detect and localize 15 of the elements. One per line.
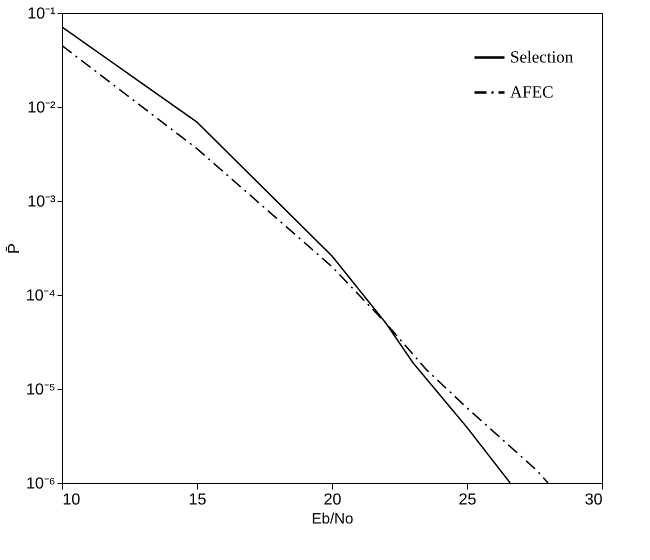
legend-label: AFEC [510, 82, 554, 102]
y-tick-label: 10⁻⁴ [26, 288, 56, 304]
x-tick-label: 15 [188, 492, 206, 508]
x-tick-label: 25 [458, 492, 476, 508]
y-tick-label: 10⁻⁶ [26, 476, 56, 492]
y-tick-label: 10⁻⁵ [26, 382, 56, 398]
y-tick-label: 10⁻¹ [27, 6, 56, 22]
x-tick-label: 20 [324, 492, 342, 508]
y-tick-label: 10⁻³ [27, 194, 56, 210]
legend-label: Selection [510, 48, 574, 66]
y-tick-label: 10⁻² [27, 100, 56, 116]
x-tick-label: 30 [584, 492, 603, 508]
y-axis-title: P̄ [5, 243, 23, 254]
x-tick-label: 10 [62, 492, 80, 508]
x-axis-title: Eb/No [312, 510, 354, 528]
